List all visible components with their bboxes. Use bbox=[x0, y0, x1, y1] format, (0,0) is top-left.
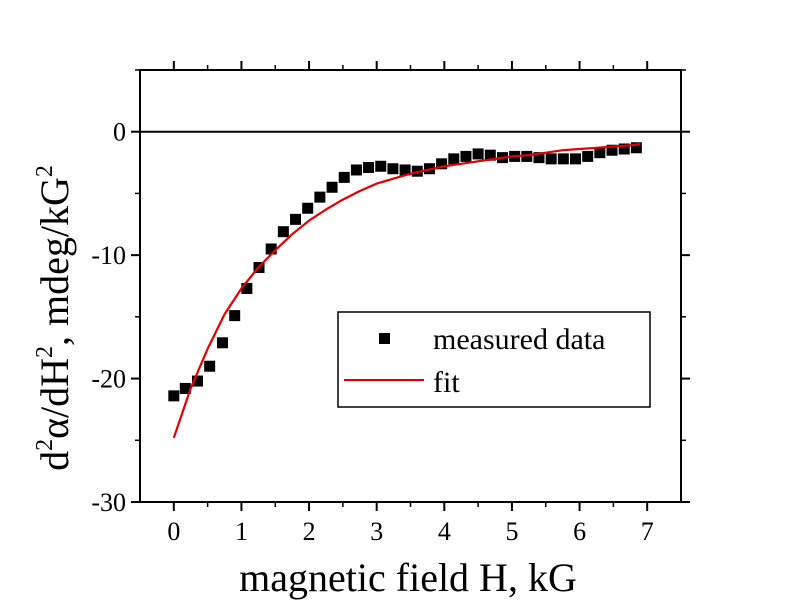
data-point-19 bbox=[399, 164, 411, 176]
y-label-sup2: 2 bbox=[32, 346, 58, 358]
data-point-33 bbox=[570, 153, 582, 165]
data-point-15 bbox=[350, 164, 362, 176]
data-point-23 bbox=[448, 153, 460, 165]
data-point-30 bbox=[533, 152, 545, 164]
legend-label-fit: fit bbox=[433, 366, 460, 399]
data-point-8 bbox=[265, 243, 277, 255]
x-tick-label-3: 3 bbox=[370, 517, 383, 546]
data-point-0 bbox=[168, 390, 180, 402]
y-axis-label: d2α/dH2, mdeg/kG2 bbox=[32, 165, 77, 471]
plot-border bbox=[139, 69, 682, 503]
data-point-14 bbox=[338, 171, 350, 183]
x-tick-label-6: 6 bbox=[573, 517, 586, 546]
data-point-36 bbox=[606, 144, 618, 156]
data-point-12 bbox=[314, 191, 326, 203]
data-point-5 bbox=[229, 310, 241, 322]
data-point-26 bbox=[484, 149, 496, 161]
data-point-22 bbox=[436, 158, 448, 170]
y-tick-label-0: 0 bbox=[113, 118, 126, 147]
y-label-sup3: 2 bbox=[32, 165, 58, 177]
x-tick-label-1: 1 bbox=[235, 517, 248, 546]
data-point-34 bbox=[582, 150, 594, 162]
y-tick-label-2: -20 bbox=[91, 365, 126, 394]
data-point-10 bbox=[290, 213, 302, 225]
data-point-18 bbox=[387, 163, 399, 175]
x-tick-label-4: 4 bbox=[438, 517, 451, 546]
y-label-mid: α/dH bbox=[32, 358, 77, 439]
legend-marker-measured bbox=[379, 333, 390, 344]
fit-line bbox=[172, 143, 641, 439]
data-point-6 bbox=[241, 282, 253, 294]
data-point-9 bbox=[277, 226, 289, 238]
data-point-25 bbox=[472, 148, 484, 160]
data-point-13 bbox=[326, 181, 338, 193]
data-point-16 bbox=[363, 162, 375, 174]
legend-label-measured: measured data bbox=[433, 323, 605, 356]
data-point-11 bbox=[302, 202, 314, 214]
y-tick-label-3: -30 bbox=[91, 488, 126, 517]
y-label-prefix: d bbox=[32, 451, 77, 471]
data-point-17 bbox=[375, 160, 387, 172]
x-tick-label-7: 7 bbox=[641, 517, 654, 546]
data-point-37 bbox=[618, 143, 630, 155]
y-tick-label-1: -10 bbox=[91, 241, 126, 270]
series-group bbox=[168, 142, 642, 439]
plot-frame bbox=[139, 69, 682, 503]
data-point-31 bbox=[545, 153, 557, 165]
data-point-38 bbox=[630, 142, 642, 154]
x-tick-label-5: 5 bbox=[505, 517, 518, 546]
legend-box bbox=[337, 311, 651, 408]
data-point-3 bbox=[204, 360, 216, 372]
x-tick-label-0: 0 bbox=[167, 517, 180, 546]
y-label-sup1: 2 bbox=[32, 439, 58, 451]
data-point-35 bbox=[594, 147, 606, 159]
data-point-24 bbox=[460, 150, 472, 162]
data-point-2 bbox=[191, 375, 203, 387]
data-point-4 bbox=[217, 337, 229, 349]
legend: measured data fit bbox=[337, 311, 651, 408]
ticks-group: 0 1 2 3 4 5 6 7 0 -10 -20 -30 bbox=[91, 61, 690, 546]
data-point-1 bbox=[179, 382, 191, 394]
x-axis-label: magnetic field H, kG bbox=[239, 555, 577, 600]
data-point-32 bbox=[557, 153, 569, 165]
x-tick-label-2: 2 bbox=[303, 517, 316, 546]
y-label-unit: , mdeg/kG bbox=[32, 177, 77, 346]
